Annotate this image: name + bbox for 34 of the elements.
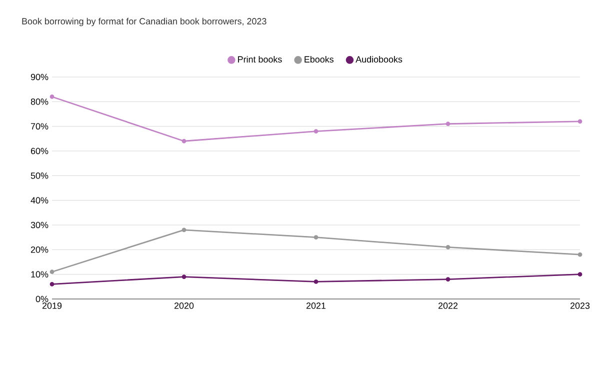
point (314, 129, 318, 134)
y-tick-label: 10% (31, 271, 48, 278)
y-tick-label: 90% (30, 74, 48, 80)
point (50, 282, 54, 286)
point (446, 277, 450, 282)
point (578, 272, 582, 277)
legend-label: Audiobooks (356, 56, 402, 63)
y-tick-label: 30% (30, 222, 48, 228)
point (182, 274, 186, 279)
y-tick-label: 80% (30, 98, 48, 105)
point (578, 252, 582, 257)
y-tick-label: 50% (30, 172, 48, 179)
y-tick-label: 0% (36, 296, 48, 302)
point (314, 235, 318, 240)
point (182, 138, 186, 144)
x-tick-label: 2020 (174, 302, 194, 309)
point (50, 270, 54, 274)
point (578, 119, 582, 124)
point (50, 94, 54, 99)
point (446, 122, 450, 126)
point (182, 228, 186, 232)
x-tick-label: 2023 (570, 302, 590, 309)
x-tick-label: 2022 (438, 302, 458, 309)
legend-label: Ebooks (304, 56, 334, 63)
y-tick-label: 70% (30, 123, 48, 130)
y-tick-label: 20% (30, 246, 48, 253)
point (314, 280, 318, 284)
y-tick-label: 40% (30, 197, 48, 204)
x-tick-label: 2021 (306, 302, 326, 309)
legend-label: Print books (238, 56, 282, 63)
x-tick-label: 2019 (42, 302, 62, 309)
y-tick-label: 60% (30, 148, 48, 154)
chart-title: Book borrowing by format for Canadian book borrowers, 2023 (22, 18, 266, 26)
point (446, 245, 450, 250)
